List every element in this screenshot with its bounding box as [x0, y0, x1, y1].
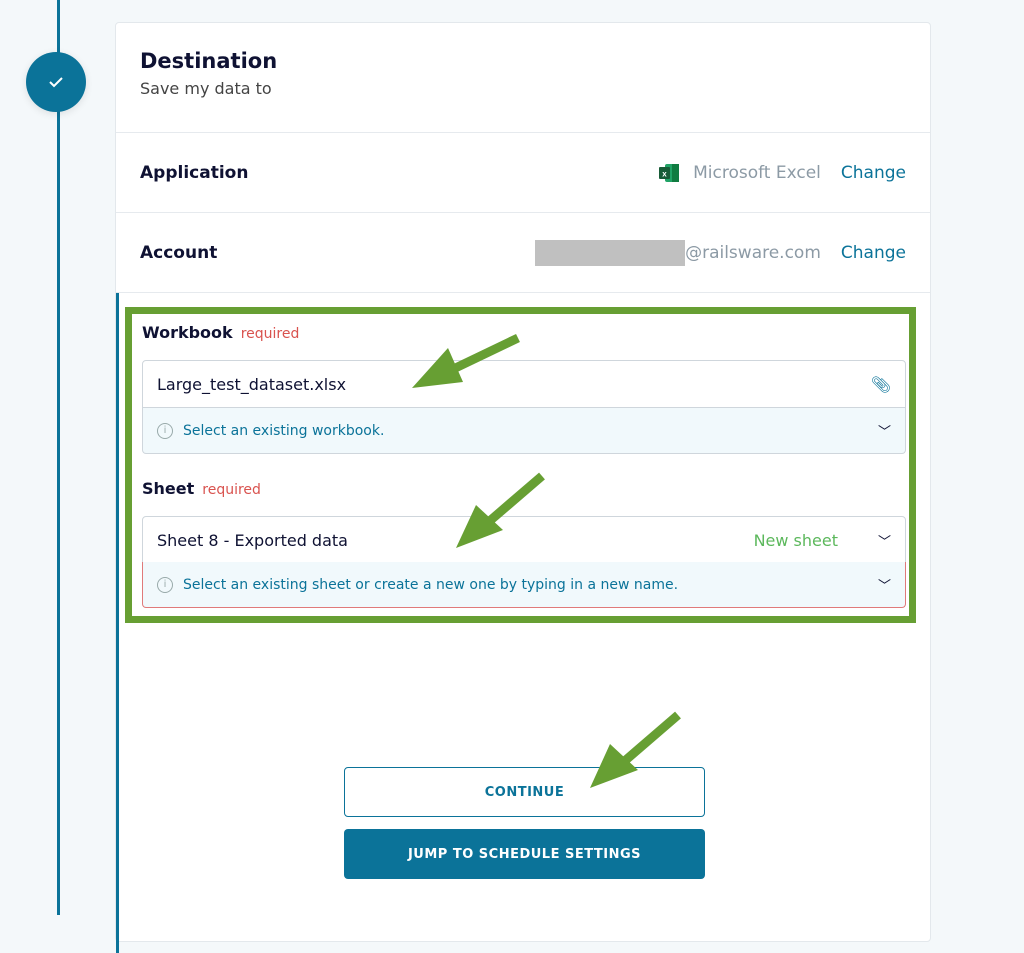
sheet-input[interactable]: Sheet 8 - Exported data New sheet ﹀: [142, 516, 906, 564]
info-icon: i: [157, 422, 173, 439]
chevron-down-icon[interactable]: ﹀: [877, 579, 891, 594]
workbook-label-text: Workbook: [142, 323, 233, 342]
card-subtitle: Save my data to: [140, 79, 272, 98]
account-value: @railsware.com: [685, 242, 821, 263]
workbook-dropdown-hint[interactable]: i Select an existing workbook. ﹀: [142, 408, 906, 454]
sheet-dropdown-hint[interactable]: i Select an existing sheet or create a n…: [142, 562, 906, 608]
excel-icon: x: [659, 163, 680, 182]
workbook-input[interactable]: Large_test_dataset.xlsx 📎︎: [142, 360, 906, 408]
sheet-hint: Select an existing sheet or create a new…: [183, 576, 679, 593]
step-complete-indicator: [26, 52, 86, 112]
sheet-label: Sheet required: [142, 479, 261, 498]
required-tag: required: [202, 482, 261, 498]
workbook-hint: Select an existing workbook.: [183, 422, 385, 439]
continue-button[interactable]: CONTINUE: [344, 767, 705, 817]
form-active-indicator: [116, 293, 119, 953]
timeline-line: [57, 0, 60, 915]
application-value: Microsoft Excel: [693, 162, 821, 183]
destination-card: Destination Save my data to Application …: [115, 22, 931, 953]
checkmark-icon: [49, 77, 63, 88]
chevron-down-icon[interactable]: ﹀: [877, 425, 891, 440]
jump-to-schedule-button[interactable]: JUMP TO SCHEDULE SETTINGS: [344, 829, 705, 879]
change-account-link[interactable]: Change: [840, 242, 906, 263]
workbook-label: Workbook required: [142, 323, 299, 342]
chevron-down-icon[interactable]: ﹀: [877, 534, 891, 550]
application-label: Application: [140, 162, 249, 183]
application-row: Application x Microsoft Excel Change: [116, 133, 930, 213]
info-icon: i: [157, 576, 173, 593]
annotation-highlight-box: [125, 307, 916, 623]
workbook-value: Large_test_dataset.xlsx: [157, 374, 347, 394]
svg-text:x: x: [662, 169, 667, 178]
paperclip-icon[interactable]: 📎︎: [870, 374, 891, 394]
card-title: Destination: [140, 49, 278, 73]
required-tag: required: [240, 326, 300, 342]
sheet-label-text: Sheet: [142, 479, 195, 498]
sheet-value: Sheet 8 - Exported data: [157, 530, 348, 550]
change-application-link[interactable]: Change: [840, 162, 906, 183]
redacted-email: [535, 239, 686, 266]
account-row: Account @railsware.com Change: [116, 213, 930, 293]
new-sheet-badge: New sheet: [753, 530, 838, 550]
account-label: Account: [140, 242, 218, 263]
